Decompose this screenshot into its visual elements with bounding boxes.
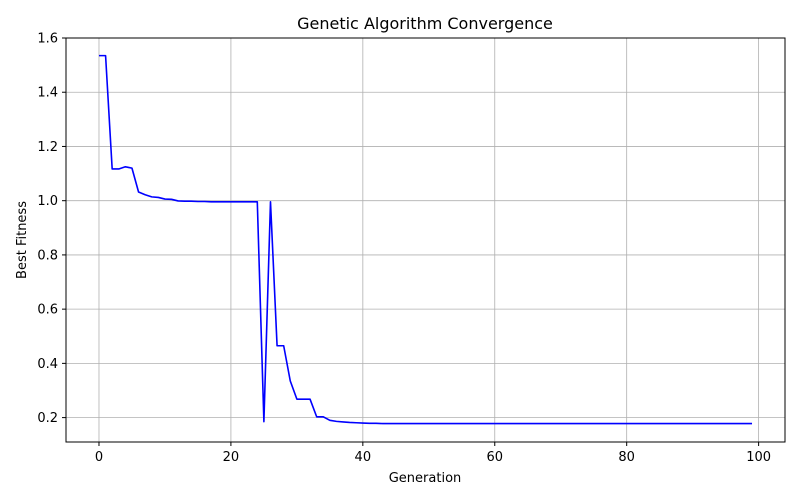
x-tick-label: 20 <box>223 450 240 465</box>
y-tick-label: 1.2 <box>37 140 58 155</box>
x-axis-ticks: 0 20 40 60 80 100 <box>95 442 771 465</box>
plot-frame <box>65 37 786 443</box>
x-tick-label: 0 <box>95 450 103 465</box>
x-tick-label: 60 <box>486 450 503 465</box>
y-tick-label: 0.2 <box>37 411 58 426</box>
x-tick-label: 40 <box>355 450 372 465</box>
y-tick-label: 1.6 <box>37 32 58 47</box>
x-axis-label: Generation <box>389 471 462 486</box>
y-tick-label: 1.0 <box>37 194 58 209</box>
chart-title: Genetic Algorithm Convergence <box>297 14 553 33</box>
series-layer <box>98 54 753 425</box>
y-tick-label: 0.8 <box>37 248 58 263</box>
y-tick-label: 0.6 <box>37 303 58 318</box>
y-axis-label: Best Fitness <box>15 201 30 279</box>
y-axis-ticks: 0.2 0.4 0.6 0.8 1.0 1.2 1.4 1.6 <box>37 32 66 426</box>
grid-lines <box>66 37 785 442</box>
x-tick-label: 80 <box>618 450 635 465</box>
x-tick-label: 100 <box>746 450 771 465</box>
y-tick-label: 1.4 <box>37 86 58 101</box>
best-fitness-line <box>98 54 753 425</box>
y-tick-label: 0.4 <box>37 357 58 372</box>
